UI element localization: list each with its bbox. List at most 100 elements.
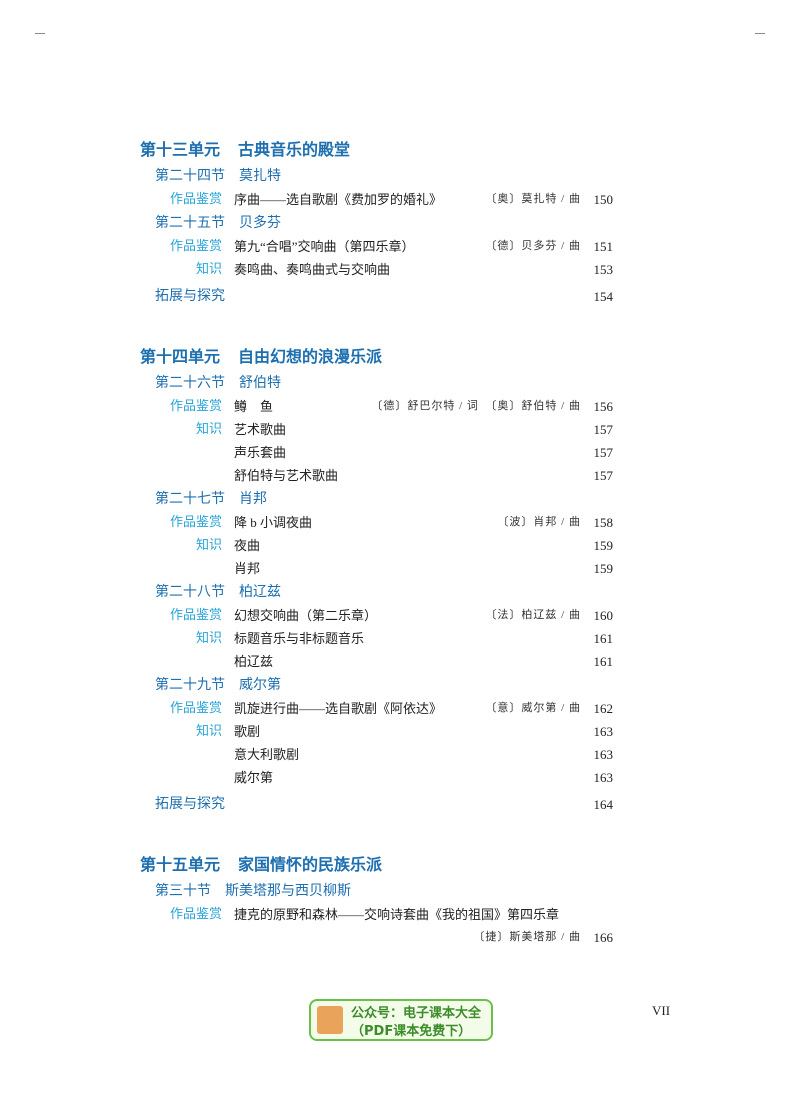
extension-entry: 拓展与探究 164 (0, 793, 800, 816)
entry: 知识 艺术歌曲 157 (0, 418, 800, 441)
unit-label: 第十五单元 (140, 857, 221, 874)
extension-title: 拓展与探究 (155, 796, 225, 812)
entry-kind: 知识 (195, 631, 222, 646)
watermark-line: （PDF课本免费下） (351, 1024, 472, 1039)
page-ref: 157 (593, 468, 614, 483)
section-name: 贝多芬 (239, 215, 281, 231)
entry-body: 奏鸣曲、奏鸣曲式与交响曲 153 (234, 258, 613, 281)
unit-name: 自由幻想的浪漫乐派 (238, 349, 383, 366)
entry-body: 柏辽兹 161 (234, 650, 613, 673)
entry-right: 157 (581, 418, 614, 441)
crop-mark (35, 33, 45, 34)
section-name: 威尔第 (239, 677, 281, 693)
entry-credit: 〔法〕柏辽兹 / 曲 (485, 609, 581, 621)
unit-title: 第十三单元 古典音乐的殿堂 (0, 138, 800, 164)
entry: 肖邦 159 (0, 557, 800, 580)
entry-right: 161 (581, 650, 614, 673)
entry-right: 157 (581, 464, 614, 487)
entry-title: 捷克的原野和森林——交响诗套曲《我的祖国》第四乐章 (234, 907, 560, 922)
entry-title: 奏鸣曲、奏鸣曲式与交响曲 (234, 262, 391, 277)
page-ref: 154 (593, 289, 614, 304)
entry: 作品鉴赏 凯旋进行曲——选自歌剧《阿依达》 〔意〕威尔第 / 曲 162 (0, 697, 800, 720)
entry-body: 肖邦 159 (234, 557, 613, 580)
entry-kind: 知识 (195, 724, 222, 739)
page-ref: 157 (593, 422, 614, 437)
section-label: 第二十五节 (155, 215, 225, 231)
watermark: 公众号：电子课本大全 （PDF课本免费下） (309, 999, 493, 1041)
page-ref: 159 (593, 538, 614, 553)
entry-title: 威尔第 (234, 770, 274, 785)
section-label: 第二十九节 (155, 677, 225, 693)
section-heading: 第二十四节 莫扎特 (0, 164, 800, 188)
entry-right: 〔德〕舒巴尔特 / 词 〔奥〕舒伯特 / 曲 156 (371, 395, 613, 418)
entry-credit: 〔奥〕莫扎特 / 曲 (485, 193, 581, 205)
page-ref: 151 (593, 239, 614, 254)
crop-mark (755, 33, 765, 34)
section-heading: 第二十九节 威尔第 (0, 673, 800, 697)
entry: 意大利歌剧 163 (0, 743, 800, 766)
section-name: 舒伯特 (239, 375, 281, 391)
entry: 作品鉴赏 捷克的原野和森林——交响诗套曲《我的祖国》第四乐章 〔捷〕斯美塔那 / 曲… (0, 903, 800, 949)
entry-body: 声乐套曲 157 (234, 441, 613, 464)
page-ref: 163 (593, 770, 614, 785)
entry: 作品鉴赏降 b 小调夜曲 〔波〕肖邦 / 曲 158 (0, 511, 800, 534)
entry-kind: 作品鉴赏 (169, 515, 222, 530)
section-heading: 第二十七节 肖邦 (0, 487, 800, 511)
entry-body: 艺术歌曲 157 (234, 418, 613, 441)
entry-right: 〔意〕威尔第 / 曲 162 (485, 697, 613, 720)
entry: 声乐套曲 157 (0, 441, 800, 464)
table-of-contents: 第十三单元 古典音乐的殿堂 第二十四节 莫扎特 作品鉴赏 序曲——选自歌剧《费加罗的婚礼》… (0, 138, 800, 949)
entry-right: 159 (581, 557, 614, 580)
watermark-icon (317, 1006, 343, 1034)
entry: 知识 歌剧 163 (0, 720, 800, 743)
entry: 作品鉴赏鳟 鱼 〔德〕舒巴尔特 / 词 〔奥〕舒伯特 / 曲 156 (0, 395, 800, 418)
entry-right: 〔德〕贝多芬 / 曲 151 (485, 235, 613, 258)
entry-title: 鳟 鱼 (234, 399, 274, 414)
entry-body: 幻想交响曲（第二乐章） 〔法〕柏辽兹 / 曲 160 (234, 604, 613, 627)
entry: 知识 奏鸣曲、奏鸣曲式与交响曲 153 (0, 258, 800, 281)
entry: 作品鉴赏 第九“合唱”交响曲（第四乐章） 〔德〕贝多芬 / 曲 151 (0, 235, 800, 258)
watermark-line: 公众号：电子课本大全 (351, 1006, 482, 1021)
section-label: 第三十节 (155, 883, 211, 899)
entry: 作品鉴赏 幻想交响曲（第二乐章） 〔法〕柏辽兹 / 曲 160 (0, 604, 800, 627)
page-ref: 161 (593, 654, 614, 669)
entry-right: 163 (581, 743, 614, 766)
entry: 舒伯特与艺术歌曲 157 (0, 464, 800, 487)
entry-right: 163 (581, 720, 614, 743)
entry-title: 凯旋进行曲——选自歌剧《阿依达》 (234, 701, 443, 716)
page-number: VII (652, 1003, 671, 1018)
extension-entry: 拓展与探究 154 (0, 285, 800, 308)
unit-title: 第十四单元 自由幻想的浪漫乐派 (0, 345, 800, 371)
entry-title: 舒伯特与艺术歌曲 (234, 468, 339, 483)
entry-right: 〔奥〕莫扎特 / 曲 150 (485, 188, 613, 211)
entry-right: 161 (581, 627, 614, 650)
section-heading: 第二十五节 贝多芬 (0, 211, 800, 235)
entry-right: 157 (581, 441, 614, 464)
page-ref: 150 (593, 192, 614, 207)
entry-title: 肖邦 (234, 561, 261, 576)
entry: 知识 夜曲 159 (0, 534, 800, 557)
entry-title: 序曲——选自歌剧《费加罗的婚礼》 (234, 192, 443, 207)
page-ref: 159 (593, 561, 614, 576)
section-name: 肖邦 (239, 491, 267, 507)
entry-body: 凯旋进行曲——选自歌剧《阿依达》 〔意〕威尔第 / 曲 162 (234, 697, 613, 720)
entry-title: 降 b 小调夜曲 (234, 515, 313, 530)
unit-label: 第十三单元 (140, 142, 221, 159)
section-heading: 第二十六节 舒伯特 (0, 371, 800, 395)
entry-title: 柏辽兹 (234, 654, 274, 669)
entry-body: 第九“合唱”交响曲（第四乐章） 〔德〕贝多芬 / 曲 151 (234, 235, 613, 258)
page-ref: 161 (593, 631, 614, 646)
entry-title: 歌剧 (234, 724, 261, 739)
entry-credit: 〔捷〕斯美塔那 / 曲 (473, 931, 581, 943)
entry-body: 舒伯特与艺术歌曲 157 (234, 464, 613, 487)
unit-name: 家国情怀的民族乐派 (238, 857, 383, 874)
entry-kind: 作品鉴赏 (169, 701, 222, 716)
page-ref: 158 (593, 515, 614, 530)
entry-kind: 作品鉴赏 (169, 192, 222, 207)
entry-right: 〔捷〕斯美塔那 / 曲 166 (473, 926, 613, 949)
entry-body: 威尔第 163 (234, 766, 613, 789)
entry-right: 163 (581, 766, 614, 789)
entry-kind: 知识 (195, 262, 222, 277)
entry-title: 艺术歌曲 (234, 422, 287, 437)
